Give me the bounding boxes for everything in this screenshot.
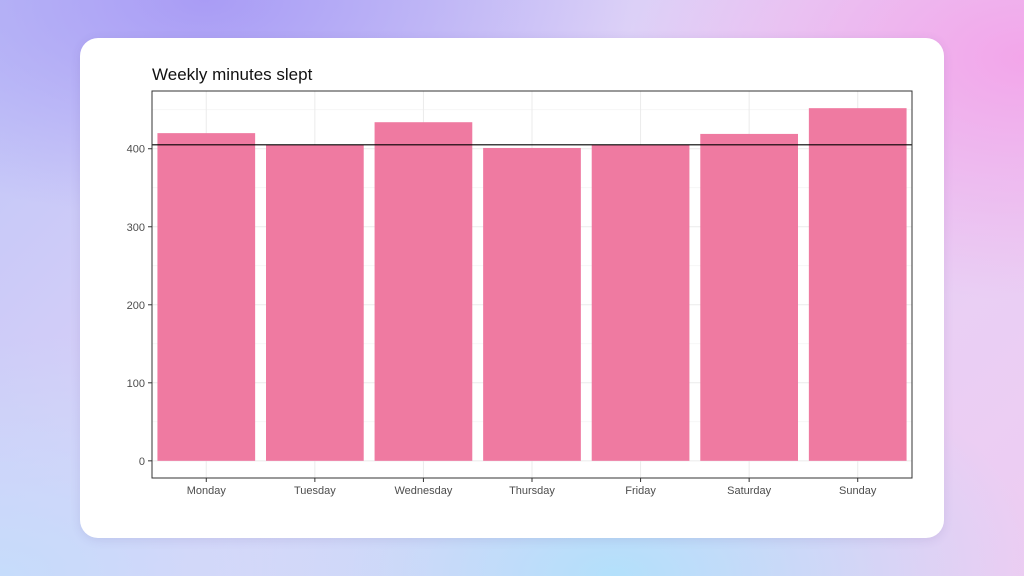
bar-monday — [157, 133, 256, 461]
bar-tuesday — [266, 144, 364, 461]
x-tick-label: Friday — [625, 485, 656, 497]
chart-card: Weekly minutes slept 0 100 200 300 400 Monda… — [80, 38, 944, 538]
bar-thursday — [483, 147, 581, 461]
x-tick-label: Thursday — [509, 485, 555, 497]
bar-friday — [591, 144, 690, 461]
bar-saturday — [700, 133, 798, 461]
bar-chart: Weekly minutes slept 0 100 200 300 400 Monda… — [127, 65, 913, 497]
x-tick-label: Wednesday — [394, 485, 452, 497]
y-tick-label: 0 — [139, 456, 145, 468]
x-tick-label: Sunday — [839, 485, 877, 497]
chart-title: Weekly minutes slept — [152, 65, 313, 84]
x-tick-label: Saturday — [727, 485, 772, 497]
y-tick-label: 100 — [127, 378, 145, 390]
y-axis: 0 100 200 300 400 — [127, 144, 152, 468]
bars — [157, 108, 907, 461]
x-tick-label: Tuesday — [294, 485, 336, 497]
y-tick-label: 400 — [127, 144, 145, 156]
y-tick-label: 300 — [127, 222, 145, 234]
bar-wednesday — [374, 122, 473, 461]
bar-sunday — [808, 108, 907, 461]
y-tick-label: 200 — [127, 300, 145, 312]
x-tick-label: Monday — [187, 485, 227, 497]
x-axis: Monday Tuesday Wednesday Thursday Friday Satu… — [187, 478, 877, 497]
